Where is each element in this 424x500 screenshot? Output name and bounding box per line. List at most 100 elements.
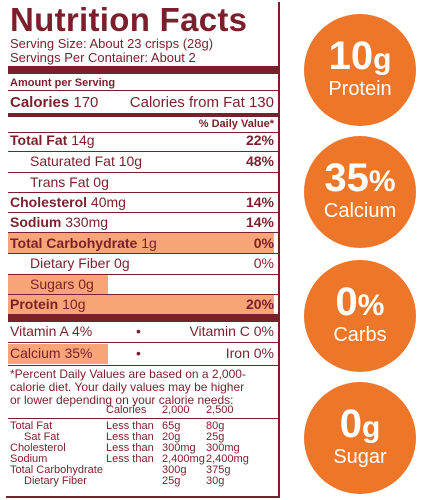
label-title: Nutrition Facts <box>10 1 248 38</box>
vitamin-c-pct: 0% <box>253 323 274 339</box>
dv-2000: 300g <box>162 464 187 476</box>
nutrient-dv: 14% <box>245 214 274 230</box>
badge-calcium: 35% Calcium <box>304 136 416 248</box>
dv-name: Total Carbohydrate <box>10 464 103 476</box>
dv-2500: 2,400mg <box>206 453 249 465</box>
bullet: • <box>136 345 141 361</box>
divider <box>8 294 278 295</box>
nutrient-amount: 0g <box>78 276 94 292</box>
nutrient-name: Sodium <box>10 214 62 230</box>
badge-sugar: 0g Sugar <box>304 382 416 494</box>
dv-cond: Less than <box>106 431 154 443</box>
dv-2000: 2,400mg <box>162 453 205 465</box>
dv-2500: 300mg <box>206 442 240 454</box>
dv-2000: 25g <box>162 475 181 487</box>
dv-2000: 20g <box>162 431 181 443</box>
dv-name: Cholesterol <box>10 442 66 454</box>
nutrient-dv: 0% <box>253 255 274 271</box>
nutrient-amount: 1g <box>141 235 157 251</box>
nutrient-amount: 40mg <box>90 194 126 210</box>
nutrient-name: Protein <box>10 296 59 312</box>
dv-cond: Less than <box>106 442 154 454</box>
badge-unit: g <box>361 411 381 444</box>
divider <box>8 418 278 419</box>
nutrient-name: Total Carbohydrate <box>10 235 138 251</box>
nutrient-name: Trans Fat <box>30 174 90 190</box>
dv-2500: 375g <box>206 464 231 476</box>
footnote-line-3: or lower depending on your calorie needs… <box>10 393 234 407</box>
nutrient-amount: 10g <box>62 296 86 312</box>
divider <box>8 365 278 366</box>
daily-value-header: % Daily Value* <box>198 118 274 130</box>
nutrient-row-total-carbohydrate: Total Carbohydrate 1g 0% <box>8 233 274 253</box>
vitamin-c-label: Vitamin C <box>189 323 250 339</box>
dv-table-row: Sodium Less than 2,400mg 2,400mg <box>10 453 276 466</box>
nutrient-amount: 14g <box>71 132 95 148</box>
nutrient-name: Cholesterol <box>10 194 88 210</box>
footnote-line-2: calorie diet. Your daily values may be h… <box>10 380 245 394</box>
servings-per-container: Servings Per Container: About 2 <box>10 50 196 65</box>
divider <box>8 151 278 152</box>
badge-label: Carbs <box>333 324 387 346</box>
badge-label: Protein <box>328 78 392 100</box>
thick-divider <box>8 314 278 322</box>
badge-protein: 10g Protein <box>304 14 416 126</box>
bullet: • <box>136 323 141 339</box>
badge-unit: % <box>368 165 396 198</box>
calories-value: 170 <box>73 94 99 111</box>
dv-table-header: Calories 2,000 2,500 <box>10 404 276 417</box>
dv-table-row: Dietary Fiber 25g 30g <box>10 475 276 488</box>
iron-label: Iron <box>225 345 250 361</box>
calcium-pct: 35% <box>64 345 93 361</box>
dv-header-2500: 2,500 <box>206 404 234 416</box>
divider <box>8 253 278 254</box>
badge-value: 0 <box>339 402 362 446</box>
nutrient-name: Saturated Fat <box>30 153 115 169</box>
dv-table-row: Total Carbohydrate 300g 375g <box>10 464 276 477</box>
badge-unit: % <box>357 289 385 322</box>
footnote-line-1: *Percent Daily Values are based on a 2,0… <box>10 367 246 381</box>
dv-name: Dietary Fiber <box>24 475 87 487</box>
divider <box>8 172 278 173</box>
dv-header-2000: 2,000 <box>162 404 190 416</box>
vitamins-row-1: Vitamin A 4% • Vitamin C 0% <box>8 322 274 341</box>
amount-per-serving: Amount per Serving <box>10 77 116 89</box>
badge-unit: g <box>373 43 392 76</box>
dv-name: Sodium <box>10 453 48 465</box>
serving-size: Serving Size: About 23 crisps (28g) <box>10 36 214 51</box>
nutrient-amount: 0g <box>114 255 130 271</box>
calcium-label: Calcium <box>10 345 61 361</box>
divider <box>8 192 278 193</box>
nutrient-row-trans-fat: Trans Fat 0g <box>8 173 274 192</box>
dv-table-row: Cholesterol Less than 300mg 300mg <box>10 442 276 455</box>
dv-cond: Less than <box>106 420 154 432</box>
nutrient-row-cholesterol: Cholesterol 40mg 14% <box>8 193 274 212</box>
badge-label: Sugar <box>333 446 387 468</box>
calories-label: Calories <box>10 94 70 111</box>
dv-cond: Less than <box>106 453 154 465</box>
dv-table-row: Total Fat Less than 65g 80g <box>10 420 276 433</box>
divider <box>8 232 278 233</box>
divider <box>8 274 278 275</box>
nutrient-row-dietary-fiber: Dietary Fiber 0g 0% <box>8 254 274 273</box>
divider <box>8 132 278 133</box>
nutrient-amount: 330mg <box>65 214 109 230</box>
dv-2000: 65g <box>162 420 181 432</box>
dv-name: Total Fat <box>10 420 53 432</box>
nutrient-name: Dietary Fiber <box>30 255 111 271</box>
divider <box>8 212 278 213</box>
dv-2500: 30g <box>206 475 225 487</box>
calories-from-fat: Calories from Fat 130 <box>129 94 274 111</box>
dv-2500: 80g <box>206 420 225 432</box>
nutrient-row-protein: Protein 10g 20% <box>8 295 274 314</box>
dv-name: Sat Fat <box>24 431 60 443</box>
divider <box>8 342 278 343</box>
badge-label: Calcium <box>323 200 397 222</box>
daily-value-header-row: % Daily Value* <box>8 115 274 134</box>
nutrient-dv: 0% <box>253 235 274 251</box>
nutrition-facts-label: Nutrition Facts Serving Size: About 23 c… <box>6 2 280 498</box>
nutrient-row-sugars: Sugars 0g <box>8 275 274 294</box>
badge-carbs: 0% Carbs <box>304 260 416 372</box>
nutrient-row-total-fat: Total Fat 14g 22% <box>8 131 274 150</box>
dv-header-calories: Calories <box>106 404 147 416</box>
